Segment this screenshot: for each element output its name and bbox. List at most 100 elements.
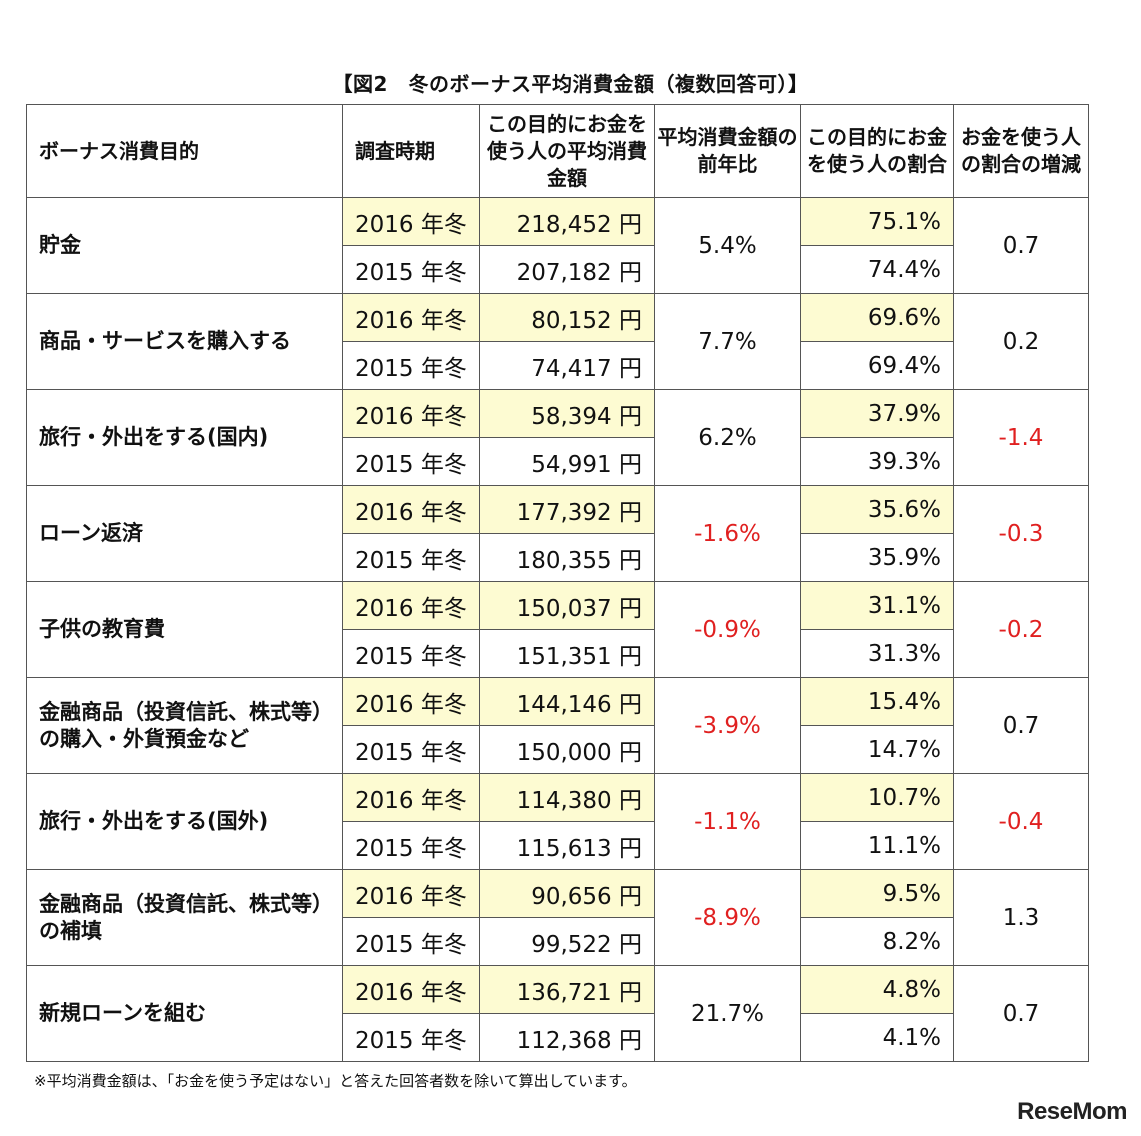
amount-cell: 136,721 円 — [479, 965, 655, 1014]
header-share: この目的にお金を使う人の割合 — [800, 104, 954, 198]
yoy-cell: 6.2% — [654, 389, 801, 486]
share-cell: 69.4% — [800, 341, 954, 390]
period-cell: 2016 年冬 — [342, 773, 480, 822]
yoy-cell: -3.9% — [654, 677, 801, 774]
period-cell: 2016 年冬 — [342, 197, 480, 246]
yoy-cell: -1.1% — [654, 773, 801, 870]
header-purpose: ボーナス消費目的 — [26, 104, 343, 198]
share-cell: 15.4% — [800, 677, 954, 726]
category-cell: 新規ローンを組む — [26, 965, 343, 1062]
footnote: ※平均消費金額は、「お金を使う予定はない」と答えた回答者数を除いて算出しています… — [34, 1072, 637, 1090]
amount-cell: 54,991 円 — [479, 437, 655, 486]
amount-cell: 218,452 円 — [479, 197, 655, 246]
share-change-cell: -1.4 — [953, 389, 1089, 486]
table-row: 2015 年冬 207,182 円 74.4% — [27, 245, 1089, 294]
category-cell: 旅行・外出をする(国外) — [26, 773, 343, 870]
table-row: 旅行・外出をする(国内) 2016 年冬 58,394 円 6.2% 37.9% -1.4 — [26, 389, 1089, 486]
share-cell: 9.5% — [800, 869, 954, 918]
category-cell: 金融商品（投資信託、株式等）の購入・外貨預金など — [26, 677, 343, 774]
period-cell: 2015 年冬 — [342, 245, 480, 294]
table-row: 2015 年冬 150,000 円 14.7% — [27, 725, 1089, 774]
period-cell: 2016 年冬 — [342, 869, 480, 918]
period-cell: 2015 年冬 — [342, 917, 480, 966]
table-row: 2015 年冬 112,368 円 4.1% — [27, 1013, 1089, 1062]
category-cell: 商品・サービスを購入する — [26, 293, 343, 390]
table-row: 2015 年冬 180,355 円 35.9% — [27, 533, 1089, 582]
amount-cell: 99,522 円 — [479, 917, 655, 966]
share-cell: 10.7% — [800, 773, 954, 822]
table-row: 2015 年冬 115,613 円 11.1% — [27, 821, 1089, 870]
amount-cell: 150,037 円 — [479, 581, 655, 630]
share-cell: 4.8% — [800, 965, 954, 1014]
amount-cell: 90,656 円 — [479, 869, 655, 918]
period-cell: 2016 年冬 — [342, 485, 480, 534]
amount-cell: 58,394 円 — [479, 389, 655, 438]
amount-cell: 80,152 円 — [479, 293, 655, 342]
figure-title: 【図2 冬のボーナス平均消費金額（複数回答可）】 — [332, 72, 809, 96]
share-cell: 31.3% — [800, 629, 954, 678]
share-cell: 8.2% — [800, 917, 954, 966]
amount-cell: 144,146 円 — [479, 677, 655, 726]
share-change-cell: -0.3 — [953, 485, 1089, 582]
category-cell: 旅行・外出をする(国内) — [26, 389, 343, 486]
share-cell: 37.9% — [800, 389, 954, 438]
category-cell: ローン返済 — [26, 485, 343, 582]
period-cell: 2015 年冬 — [342, 533, 480, 582]
amount-cell: 115,613 円 — [479, 821, 655, 870]
header-row: ボーナス消費目的 調査時期 この目的にお金を使う人の平均消費金額 平均消費金額の… — [26, 104, 1089, 198]
table-row: 商品・サービスを購入する 2016 年冬 80,152 円 7.7% 69.6% 0.2 — [26, 293, 1089, 390]
share-change-cell: 0.7 — [953, 965, 1089, 1062]
yoy-cell: 21.7% — [654, 965, 801, 1062]
category-cell: 貯金 — [26, 197, 343, 294]
period-cell: 2016 年冬 — [342, 581, 480, 630]
share-change-cell: 0.7 — [953, 197, 1089, 294]
table-row: 貯金 2016 年冬 218,452 円 5.4% 75.1% 0.7 — [26, 197, 1089, 294]
amount-cell: 177,392 円 — [479, 485, 655, 534]
period-cell: 2016 年冬 — [342, 293, 480, 342]
period-cell: 2015 年冬 — [342, 821, 480, 870]
table-row: 新規ローンを組む 2016 年冬 136,721 円 21.7% 4.8% 0.7 — [26, 965, 1089, 1062]
period-cell: 2015 年冬 — [342, 437, 480, 486]
yoy-cell: -0.9% — [654, 581, 801, 678]
amount-cell: 150,000 円 — [479, 725, 655, 774]
period-cell: 2015 年冬 — [342, 341, 480, 390]
table-row: 旅行・外出をする(国外) 2016 年冬 114,380 円 -1.1% 10.7% -0… — [26, 773, 1089, 870]
share-cell: 75.1% — [800, 197, 954, 246]
share-cell: 4.1% — [800, 1013, 954, 1062]
period-cell: 2015 年冬 — [342, 1013, 480, 1062]
share-change-cell: -0.2 — [953, 581, 1089, 678]
share-cell: 14.7% — [800, 725, 954, 774]
share-change-cell: 1.3 — [953, 869, 1089, 966]
yoy-cell: 5.4% — [654, 197, 801, 294]
yoy-cell: -1.6% — [654, 485, 801, 582]
period-cell: 2015 年冬 — [342, 725, 480, 774]
header-share-change: お金を使う人の割合の増減 — [953, 104, 1089, 198]
share-cell: 11.1% — [800, 821, 954, 870]
table-row: ローン返済 2016 年冬 177,392 円 -1.6% 35.6% -0.3 — [26, 485, 1089, 582]
share-cell: 35.6% — [800, 485, 954, 534]
amount-cell: 207,182 円 — [479, 245, 655, 294]
period-cell: 2016 年冬 — [342, 677, 480, 726]
share-change-cell: 0.7 — [953, 677, 1089, 774]
share-cell: 35.9% — [800, 533, 954, 582]
table-row: 2015 年冬 99,522 円 8.2% — [27, 917, 1089, 966]
period-cell: 2016 年冬 — [342, 965, 480, 1014]
yoy-cell: 7.7% — [654, 293, 801, 390]
resemom-logo: ReseMom — [1017, 1098, 1127, 1125]
bonus-spending-table: ボーナス消費目的 調査時期 この目的にお金を使う人の平均消費金額 平均消費金額の… — [26, 104, 1089, 1062]
table-row: 2015 年冬 151,351 円 31.3% — [27, 629, 1089, 678]
yoy-cell: -8.9% — [654, 869, 801, 966]
period-cell: 2015 年冬 — [342, 629, 480, 678]
amount-cell: 74,417 円 — [479, 341, 655, 390]
share-cell: 39.3% — [800, 437, 954, 486]
category-cell: 金融商品（投資信託、株式等）の補填 — [26, 869, 343, 966]
share-change-cell: -0.4 — [953, 773, 1089, 870]
amount-cell: 114,380 円 — [479, 773, 655, 822]
header-period: 調査時期 — [342, 104, 480, 198]
share-change-cell: 0.2 — [953, 293, 1089, 390]
table-row: 子供の教育費 2016 年冬 150,037 円 -0.9% 31.1% -0.2 — [26, 581, 1089, 678]
amount-cell: 112,368 円 — [479, 1013, 655, 1062]
category-cell: 子供の教育費 — [26, 581, 343, 678]
header-amount: この目的にお金を使う人の平均消費金額 — [479, 104, 655, 198]
header-yoy: 平均消費金額の前年比 — [654, 104, 801, 198]
